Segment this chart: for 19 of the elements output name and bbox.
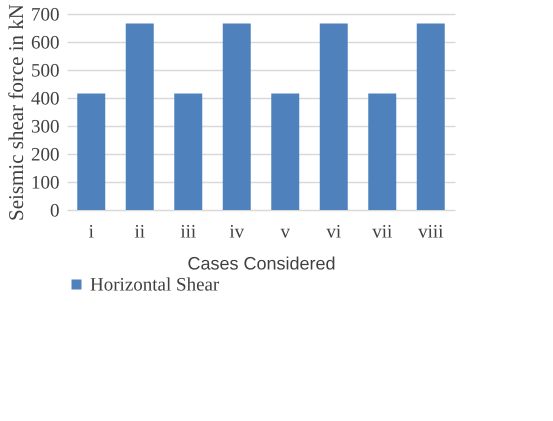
x-axis-title: Cases Considered	[187, 254, 336, 274]
x-tick-label: iii	[180, 222, 196, 242]
y-tick-label: 600	[31, 32, 60, 54]
y-tick-label: 700	[31, 4, 60, 26]
y-tick-label: 100	[31, 172, 60, 194]
legend-label: Horizontal Shear	[90, 274, 220, 296]
y-tick-label: 0	[50, 200, 60, 222]
y-tick-label: 300	[31, 116, 60, 138]
x-tick-label: i	[88, 222, 94, 242]
x-tick-label: ii	[134, 222, 146, 242]
x-tick-label: vii	[372, 222, 392, 242]
y-tick-label: 200	[31, 144, 60, 166]
x-tick-label: iv	[229, 222, 245, 242]
y-tick-label: 400	[31, 88, 60, 110]
x-tick-label: viii	[418, 222, 444, 242]
x-tick-label: v	[280, 222, 290, 242]
y-axis-title: Seismic shear force in kN	[4, 4, 28, 221]
y-tick-label: 500	[31, 60, 60, 82]
x-tick-label: vi	[326, 222, 342, 242]
